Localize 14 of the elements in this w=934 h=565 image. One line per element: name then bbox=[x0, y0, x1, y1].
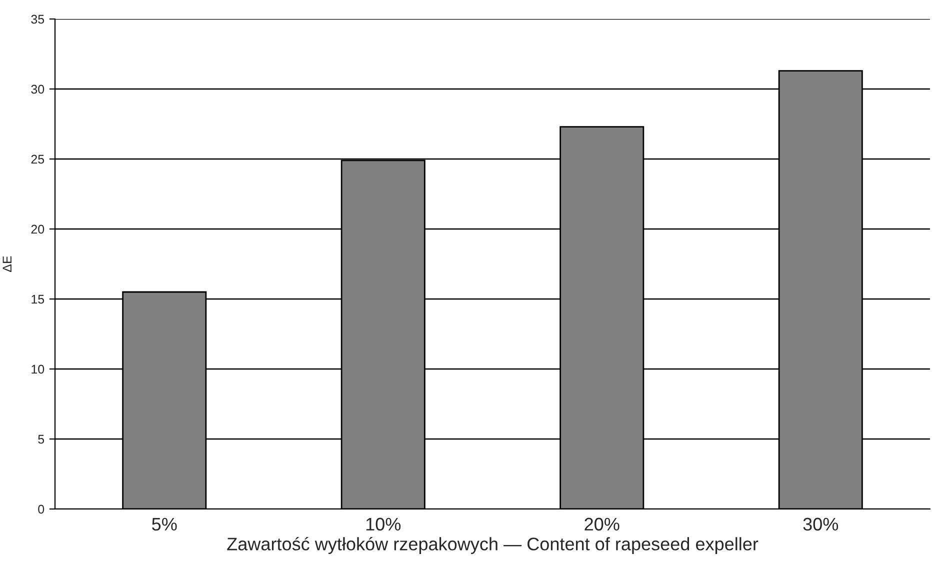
y-tick-label: 5 bbox=[38, 434, 44, 444]
x-tick-label: 10% bbox=[366, 518, 401, 531]
y-tick-label: 35 bbox=[31, 14, 44, 24]
x-tick-label: 5% bbox=[152, 518, 177, 531]
y-tick-label: 15 bbox=[32, 294, 44, 304]
y-tick-label: 10 bbox=[32, 364, 44, 374]
x-tick-label: 20% bbox=[584, 518, 620, 531]
y-tick-label: 30 bbox=[31, 84, 44, 94]
x-axis-title: Zawartość wytłoków rzepakowych — Content of rapeseed expeller bbox=[227, 536, 758, 554]
y-axis-title: ΔE bbox=[2, 256, 12, 272]
x-tick-label: 30% bbox=[803, 518, 838, 531]
y-tick-label: 25 bbox=[31, 154, 44, 164]
y-tick-label: 0 bbox=[38, 504, 44, 514]
y-tick-label: 20 bbox=[31, 224, 44, 234]
